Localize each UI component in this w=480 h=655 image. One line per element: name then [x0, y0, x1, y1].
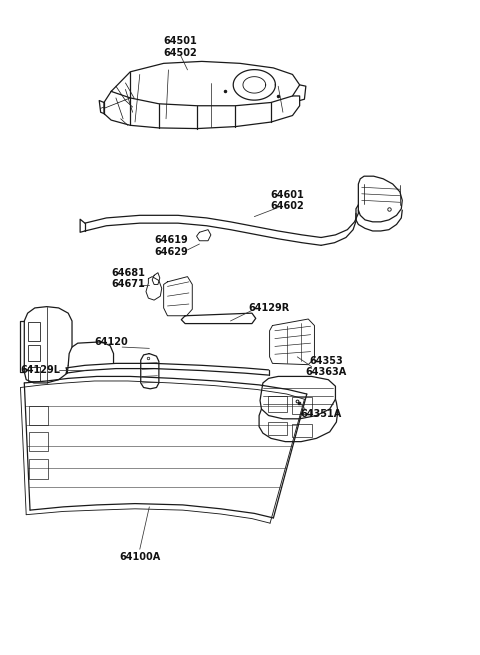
Text: 64619
64629: 64619 64629 — [154, 235, 188, 257]
Bar — [268, 422, 287, 435]
Bar — [28, 345, 39, 362]
Text: 64681
64671: 64681 64671 — [111, 268, 145, 290]
Bar — [29, 432, 48, 451]
Bar — [28, 367, 39, 381]
Text: 64601
64602: 64601 64602 — [271, 189, 305, 211]
Text: 64353
64363A: 64353 64363A — [305, 356, 347, 377]
Text: 64100A: 64100A — [119, 552, 160, 562]
Bar — [292, 398, 312, 413]
Text: 64120: 64120 — [94, 337, 128, 347]
Bar — [28, 322, 39, 341]
Bar — [29, 405, 48, 425]
Bar — [29, 459, 48, 479]
Text: 64351A: 64351A — [300, 409, 342, 419]
Bar — [292, 424, 312, 437]
Text: 64129R: 64129R — [248, 303, 289, 313]
Bar — [268, 396, 287, 412]
Text: 64501
64502: 64501 64502 — [164, 36, 197, 58]
Text: 64129L: 64129L — [21, 365, 60, 375]
